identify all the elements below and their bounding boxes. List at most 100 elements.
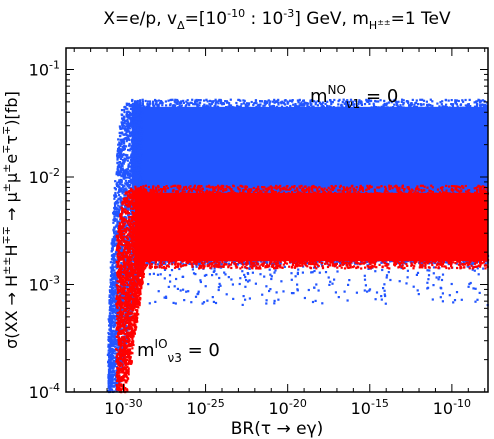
data-point-no — [130, 208, 133, 211]
data-point-no — [198, 104, 201, 107]
data-point-no — [140, 152, 143, 155]
data-point-no — [137, 163, 140, 167]
data-point-no — [129, 116, 132, 120]
data-point-no — [129, 118, 132, 121]
data-point-no — [158, 102, 162, 105]
data-point-no — [109, 309, 112, 312]
data-point-no — [113, 311, 116, 314]
data-point-no — [127, 116, 130, 119]
data-point-no — [225, 107, 228, 110]
data-point-no — [141, 130, 144, 133]
data-point-no — [140, 132, 143, 135]
data-point-no — [469, 281, 472, 285]
data-point-no — [115, 183, 118, 186]
data-point-no — [131, 110, 134, 113]
data-point-io — [119, 357, 123, 361]
data-point-no — [113, 333, 116, 336]
data-point-no — [140, 158, 143, 161]
data-point-no — [119, 155, 122, 158]
data-point-no — [114, 253, 117, 256]
data-point-no — [478, 291, 481, 294]
data-point-no — [111, 244, 114, 247]
data-point-no — [294, 104, 297, 107]
data-point-no — [387, 271, 390, 274]
data-point-no — [313, 286, 316, 289]
data-point-no — [124, 125, 127, 128]
data-point-no — [114, 318, 117, 321]
data-point-io — [117, 328, 120, 332]
data-point-no — [213, 105, 217, 108]
data-point-no — [374, 298, 377, 301]
data-point-no — [240, 103, 243, 106]
data-point-no — [134, 151, 137, 154]
data-point-io — [129, 308, 132, 311]
data-point-no — [469, 105, 472, 108]
data-point-no — [127, 163, 130, 166]
data-point-no — [133, 113, 136, 116]
data-point-no — [328, 283, 331, 286]
data-point-no — [120, 190, 123, 193]
data-point-no — [113, 272, 116, 275]
data-point-no — [456, 105, 459, 108]
data-point-no — [261, 293, 264, 296]
data-point-no — [124, 187, 127, 190]
data-point-no — [111, 348, 114, 351]
data-point-no — [384, 294, 387, 298]
data-point-no — [297, 101, 300, 104]
data-point-no — [273, 101, 276, 104]
data-point-no — [444, 105, 447, 108]
data-point-no — [129, 179, 132, 183]
data-point-no — [112, 221, 115, 224]
data-point-no — [244, 276, 247, 279]
data-point-no — [112, 355, 115, 358]
data-point-no — [404, 107, 408, 110]
data-point-no — [474, 300, 477, 303]
data-point-io — [143, 229, 146, 232]
data-point-no — [359, 107, 362, 110]
data-point-no — [110, 296, 113, 299]
data-point-no — [222, 102, 225, 105]
data-point-no — [107, 386, 110, 389]
data-point-no — [368, 288, 372, 291]
data-point-no — [108, 302, 111, 305]
data-point-no — [156, 273, 160, 276]
data-point-no — [217, 102, 220, 105]
data-point-no — [258, 105, 261, 108]
data-point-no — [118, 149, 121, 152]
data-point-no — [108, 324, 111, 327]
data-point-no — [120, 246, 123, 249]
data-point-no — [198, 262, 201, 265]
data-point-no — [114, 307, 118, 310]
data-point-io — [132, 254, 135, 257]
data-point-io — [143, 245, 146, 248]
data-point-no — [367, 108, 370, 111]
data-point-no — [125, 176, 128, 179]
data-point-no — [304, 102, 307, 105]
data-point-no — [247, 103, 250, 106]
data-point-no — [394, 98, 397, 101]
data-point-no — [137, 138, 140, 141]
data-point-no — [114, 188, 117, 191]
data-point-no — [384, 103, 387, 106]
data-point-no — [118, 156, 121, 159]
data-point-no — [385, 104, 388, 107]
data-point-no — [121, 124, 124, 127]
data-point-no — [113, 337, 116, 340]
data-point-no — [169, 280, 172, 283]
data-point-no — [131, 105, 134, 108]
data-point-no — [132, 127, 135, 130]
data-point-no — [395, 102, 398, 105]
data-point-no — [317, 289, 320, 292]
data-point-no — [383, 283, 386, 286]
data-point-no — [141, 104, 144, 107]
data-point-no — [265, 101, 268, 104]
data-point-no — [472, 287, 475, 290]
data-point-no — [381, 268, 384, 272]
data-point-no — [265, 302, 268, 305]
data-point-no — [136, 111, 139, 114]
data-point-no — [121, 173, 125, 176]
data-point-no — [107, 368, 111, 371]
data-point-no — [451, 106, 455, 109]
data-point-no — [440, 106, 443, 109]
data-point-no — [140, 121, 143, 124]
